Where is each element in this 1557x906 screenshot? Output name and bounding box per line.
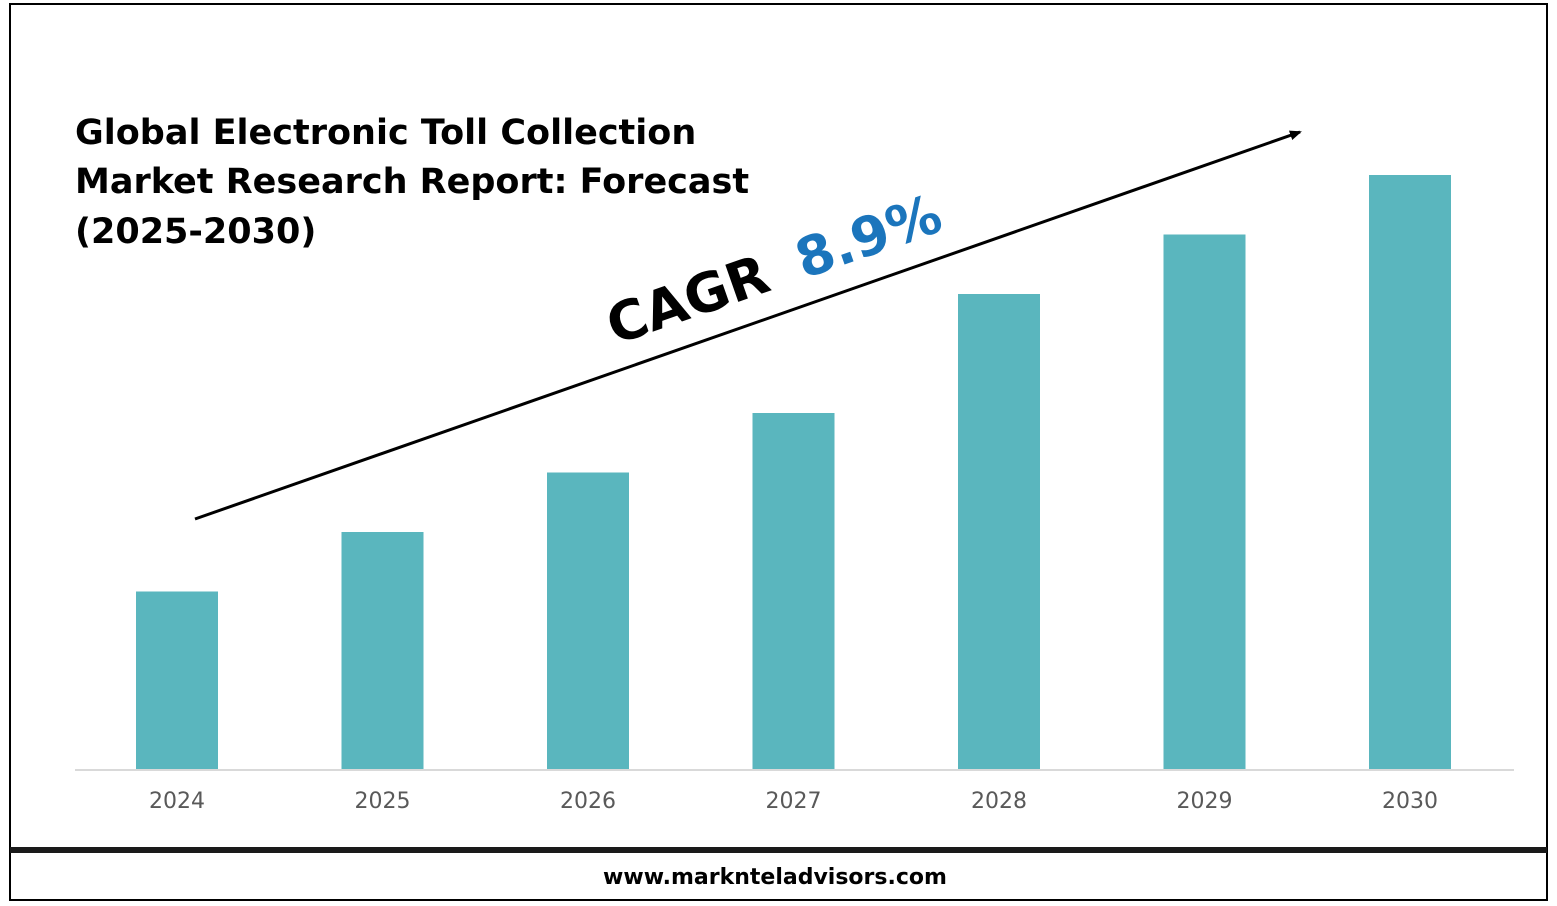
- x-tick-label-2027: 2027: [766, 789, 822, 814]
- cagr-label: CAGR: [598, 243, 777, 358]
- bar-2029: [1163, 234, 1246, 770]
- x-tick-label-2025: 2025: [355, 789, 411, 814]
- trend-arrow: [194, 130, 1302, 521]
- bar-2024: [136, 591, 218, 770]
- x-tick-label-2024: 2024: [149, 789, 205, 814]
- title-line-2: Market Research Report: Forecast: [75, 162, 749, 202]
- bars-group: [136, 175, 1451, 770]
- x-tick-label-2030: 2030: [1382, 789, 1438, 814]
- x-tick-labels: 2024 2025 2026 2027 2028 2029 2030: [149, 789, 1438, 814]
- cagr-annotation: CAGR 8.9%: [598, 182, 949, 357]
- bar-2028: [958, 294, 1040, 770]
- x-tick-label-2026: 2026: [560, 789, 616, 814]
- footer-divider: [10, 847, 1547, 853]
- bar-2027: [752, 413, 835, 770]
- bar-2026: [547, 472, 629, 770]
- x-tick-label-2028: 2028: [971, 789, 1027, 814]
- bar-2025: [341, 532, 424, 770]
- x-tick-label-2029: 2029: [1177, 789, 1233, 814]
- chart-title: Global Electronic Toll Collection Market…: [75, 113, 761, 252]
- bar-2030: [1369, 175, 1451, 770]
- title-line-1: Global Electronic Toll Collection: [75, 113, 696, 153]
- outer-frame: [9, 3, 1548, 901]
- title-line-3: (2025-2030): [75, 212, 316, 252]
- cagr-value: 8.9%: [787, 182, 949, 291]
- footer-url: www.marknteladvisors.com: [603, 865, 947, 890]
